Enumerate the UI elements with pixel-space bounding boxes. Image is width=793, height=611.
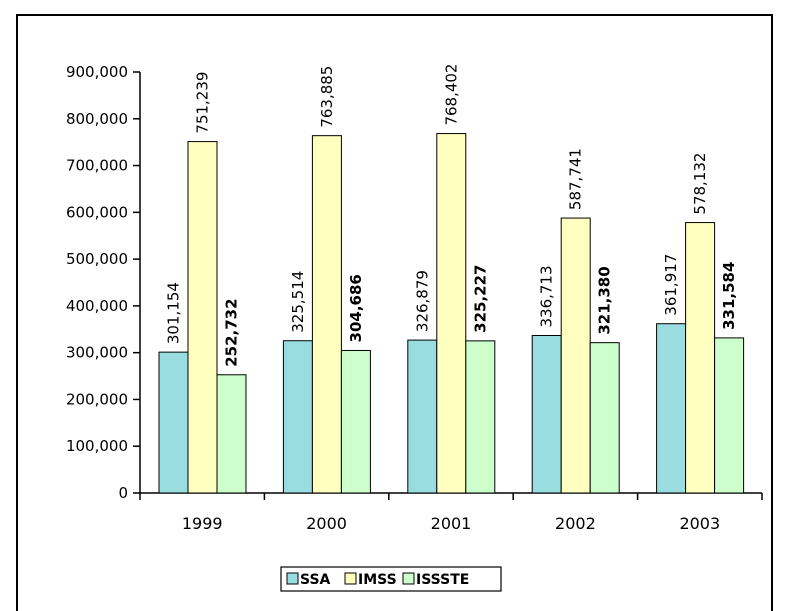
bar-ssa <box>158 351 189 494</box>
bar-imss <box>311 135 342 494</box>
data-labels: 301,154 751,239 252,732 325,514 763,885 304,6… <box>165 64 739 367</box>
bar-imss <box>436 133 467 494</box>
bar-issste <box>714 337 745 494</box>
x-category-label: 2000 <box>306 514 347 533</box>
data-label-issste: 331,584 <box>720 262 738 330</box>
bar-imss <box>560 217 591 494</box>
y-tick-label: 200,000 <box>66 390 128 408</box>
legend-label-ssa: SSA <box>300 572 331 588</box>
bar-ssa <box>531 334 562 494</box>
legend-swatch-ssa <box>286 572 299 585</box>
data-label-imss: 578,132 <box>691 153 709 215</box>
y-tick-label: 500,000 <box>66 250 128 268</box>
legend-label-imss: IMSS <box>358 572 397 588</box>
bar-ssa <box>656 323 687 494</box>
data-label-imss: 751,239 <box>194 72 212 134</box>
bar-issste <box>465 340 496 494</box>
bar-ssa <box>282 340 313 494</box>
bar-issste <box>589 342 620 494</box>
x-category-label: 1999 <box>182 514 223 533</box>
y-tick-label: 800,000 <box>66 110 128 128</box>
y-tick-label: 100,000 <box>66 437 128 455</box>
bar-issste <box>216 374 247 494</box>
bar-ssa <box>407 339 438 494</box>
data-label-imss: 768,402 <box>442 64 460 126</box>
data-label-ssa: 361,917 <box>662 254 680 316</box>
bar-issste <box>340 349 371 494</box>
chart-frame <box>16 14 773 611</box>
data-label-issste: 252,732 <box>223 298 241 366</box>
legend-box <box>280 566 502 592</box>
bar-imss <box>685 222 716 494</box>
data-label-issste: 304,686 <box>347 274 365 342</box>
data-label-issste: 321,380 <box>596 266 614 334</box>
bars <box>158 133 745 494</box>
data-label-imss: 587,741 <box>567 148 585 210</box>
data-label-ssa: 336,713 <box>538 265 556 327</box>
data-label-ssa: 301,154 <box>165 282 183 344</box>
legend-label-issste: ISSSTE <box>416 572 469 588</box>
data-label-issste: 325,227 <box>471 265 489 333</box>
x-category-label: 2002 <box>555 514 596 533</box>
data-label-ssa: 325,514 <box>289 271 307 333</box>
y-tick-label: 400,000 <box>66 297 128 315</box>
data-label-imss: 763,885 <box>318 66 336 128</box>
y-axis: 0 100,000 200,000 300,000 400,000 500,000 600,… <box>66 63 141 502</box>
data-label-ssa: 326,879 <box>413 270 431 332</box>
y-tick-label: 600,000 <box>66 203 128 221</box>
y-tick-label: 0 <box>118 484 128 502</box>
y-tick-label: 900,000 <box>66 63 128 81</box>
x-axis: 1999 2000 2001 2002 2003 <box>139 492 763 533</box>
legend: SSA IMSS ISSSTE <box>280 566 502 592</box>
y-tick-label: 300,000 <box>66 344 128 362</box>
x-category-label: 2003 <box>679 514 720 533</box>
y-tick-label: 700,000 <box>66 157 128 175</box>
x-category-label: 2001 <box>431 514 472 533</box>
legend-swatch-imss <box>344 572 357 585</box>
bar-imss <box>187 141 218 494</box>
legend-swatch-issste <box>402 572 415 585</box>
